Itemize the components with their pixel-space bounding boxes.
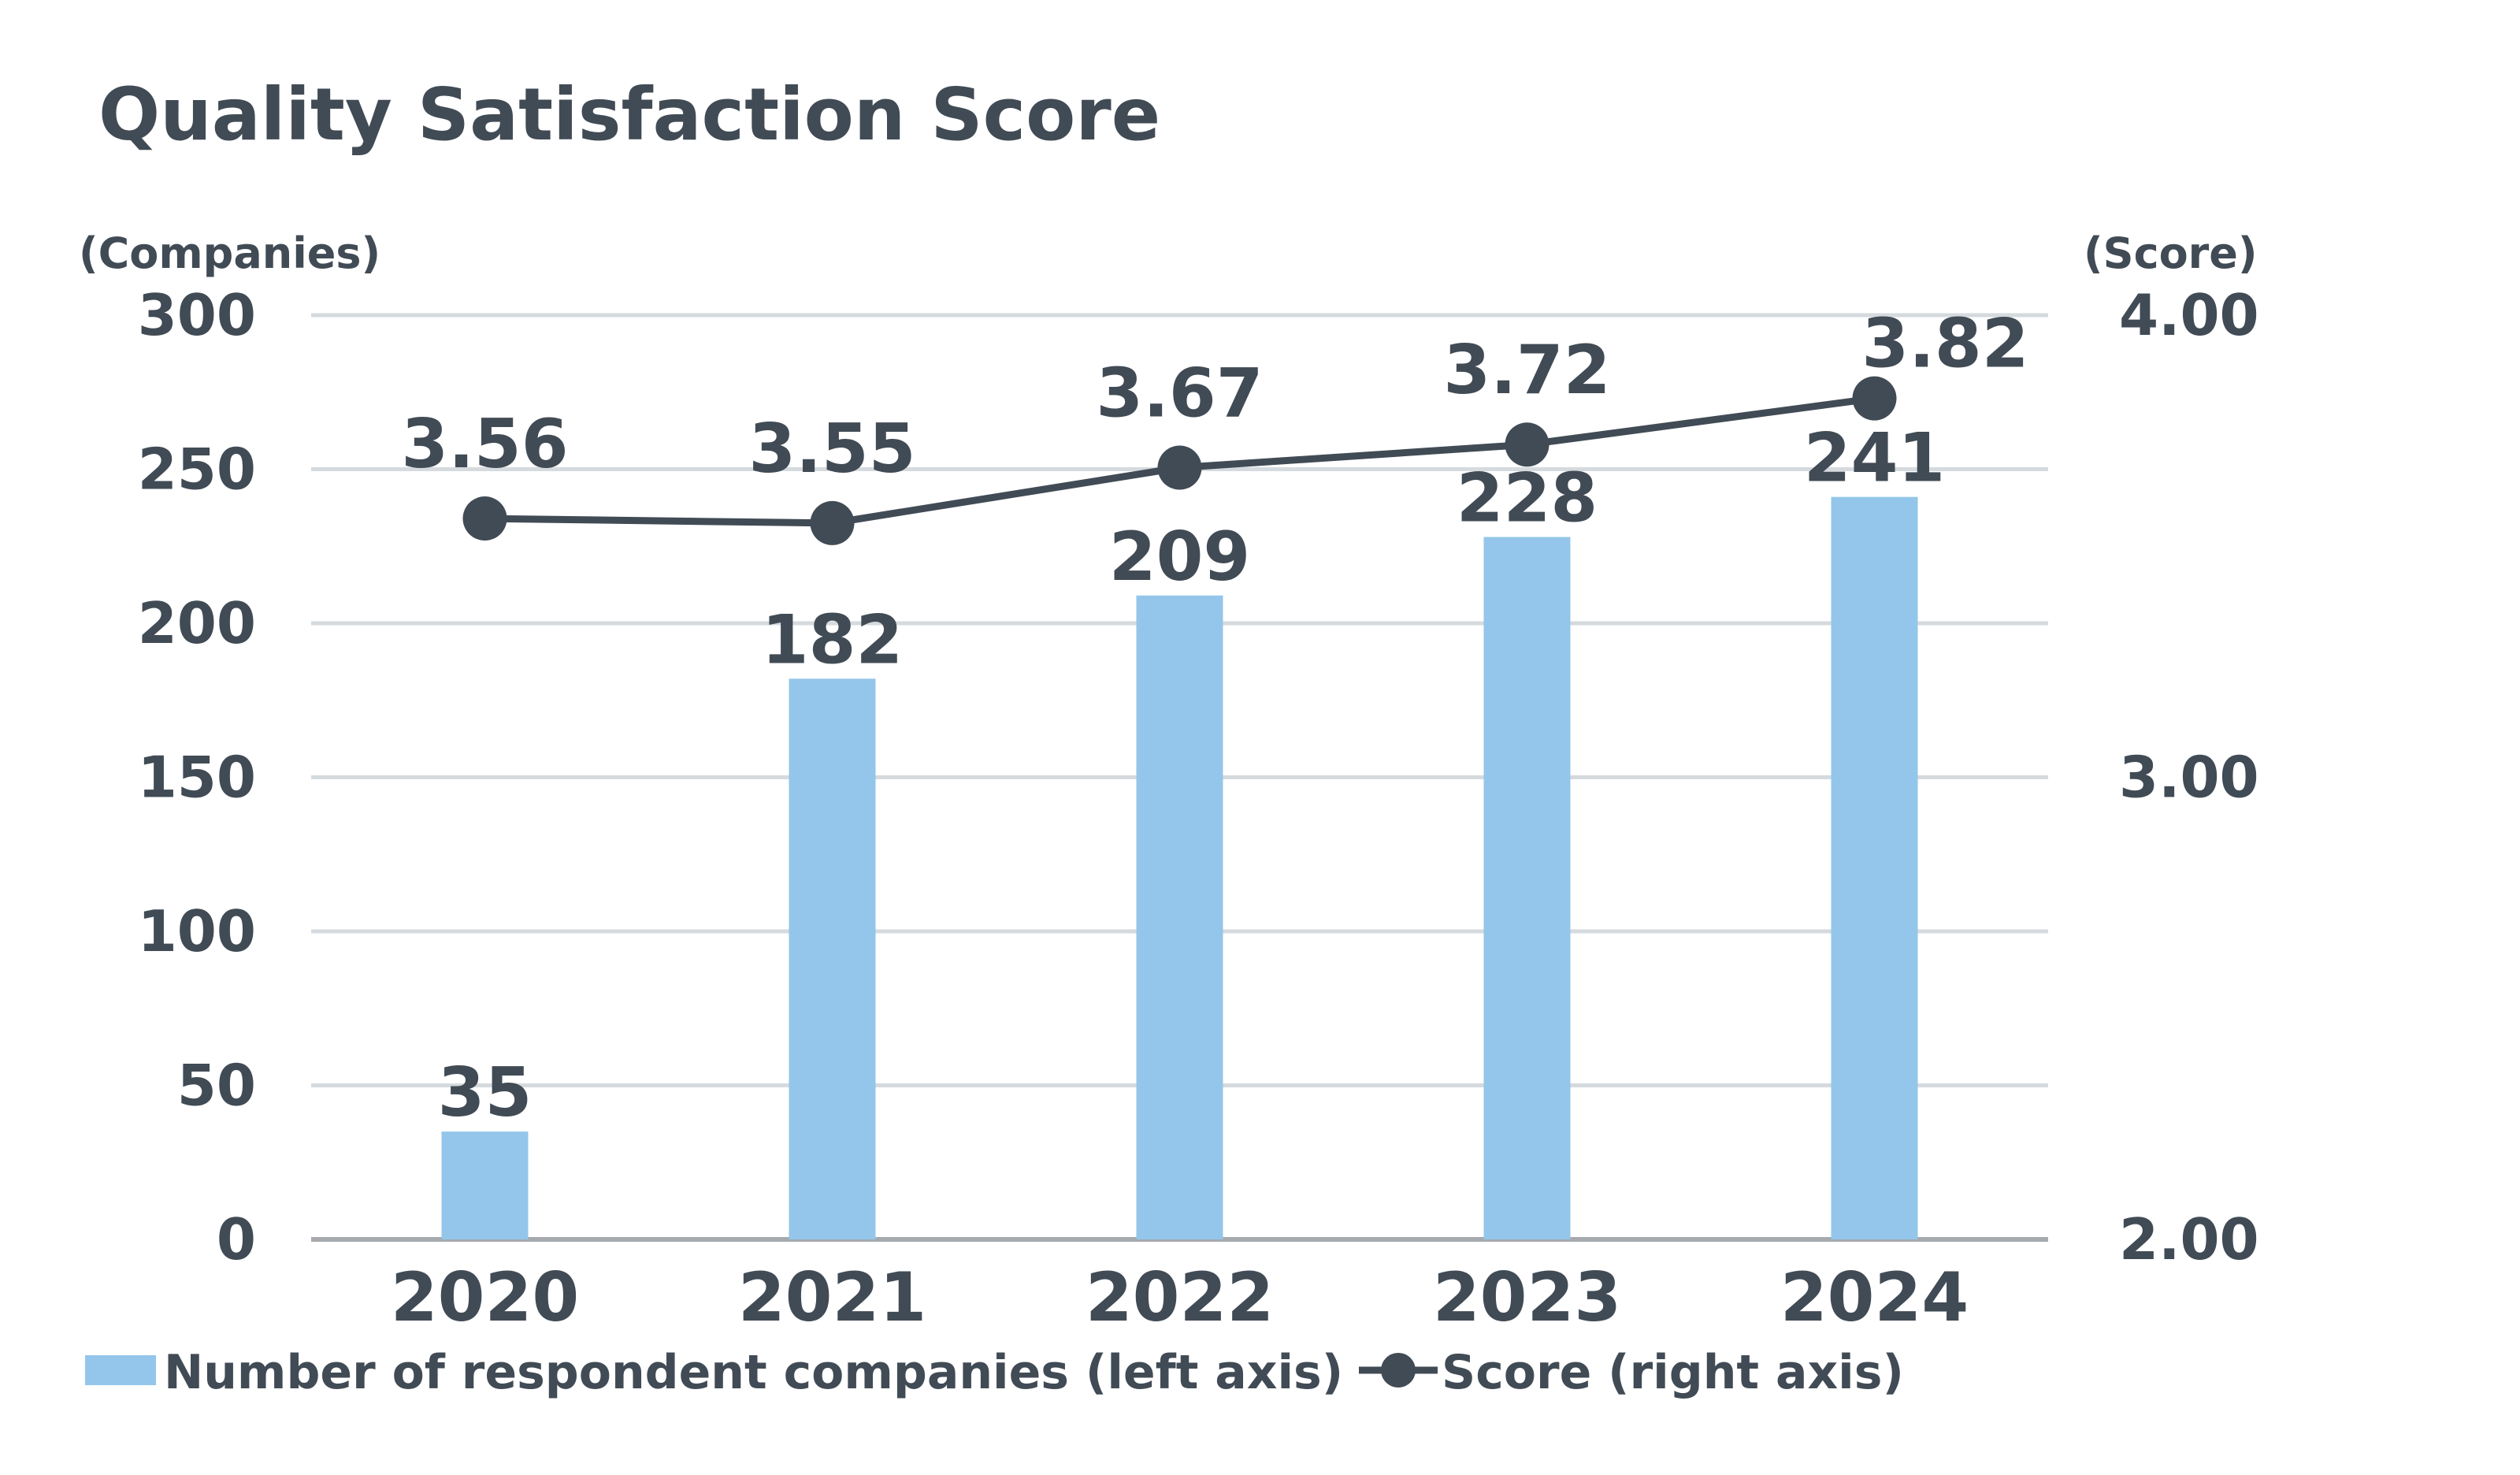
- right-tick-2.00: 2.00: [2119, 1206, 2259, 1273]
- legend-label-line: Score (right axis): [1442, 1345, 1904, 1400]
- bar-2023: [1483, 537, 1571, 1239]
- x-tick-2023: 2023: [1433, 1258, 1621, 1337]
- score-label-2021: 3.55: [748, 410, 915, 489]
- score-data-labels: 3.56 3.55 3.67 3.72 3.82: [401, 305, 2028, 489]
- bars: [441, 496, 1918, 1239]
- right-tick-4.00: 4.00: [2119, 282, 2259, 348]
- score-label-2024: 3.82: [1861, 305, 2028, 384]
- left-tick-150: 150: [138, 745, 256, 811]
- bar-label-2023: 228: [1457, 459, 1598, 538]
- score-point-2024: [1852, 376, 1897, 421]
- score-label-2023: 3.72: [1443, 331, 1610, 410]
- bar-2020: [441, 1131, 529, 1239]
- bar-label-2022: 209: [1109, 518, 1251, 596]
- legend-label-bars: Number of respondent companies (left axi…: [164, 1345, 1343, 1400]
- chart-title: Quality Satisfaction Score: [98, 72, 1160, 157]
- bar-2021: [789, 678, 876, 1239]
- bar-2024: [1831, 496, 1918, 1239]
- left-tick-200: 200: [138, 590, 256, 656]
- x-tick-2022: 2022: [1086, 1258, 1274, 1337]
- legend: Number of respondent companies (left axi…: [85, 1345, 1904, 1400]
- score-point-2021: [810, 500, 855, 545]
- x-tick-2021: 2021: [738, 1258, 926, 1337]
- x-tick-2024: 2024: [1780, 1258, 1969, 1337]
- x-axis-ticks: 2020 2021 2022 2023 2024: [391, 1258, 1969, 1337]
- right-axis-ticks: 2.00 3.00 4.00: [2119, 282, 2259, 1273]
- left-tick-0: 0: [217, 1206, 256, 1273]
- score-point-2020: [462, 496, 507, 541]
- x-tick-2020: 2020: [391, 1258, 579, 1337]
- bar-label-2020: 35: [438, 1053, 533, 1132]
- bar-label-2024: 241: [1804, 419, 1946, 498]
- left-axis-ticks: 0 50 100 150 200 250 300: [138, 282, 256, 1273]
- right-axis-unit-label: (Score): [2084, 228, 2258, 278]
- score-point-2023: [1505, 422, 1549, 467]
- bar-2022: [1136, 595, 1223, 1239]
- left-tick-100: 100: [138, 898, 256, 964]
- left-axis-unit-label: (Companies): [79, 228, 380, 278]
- score-label-2022: 3.67: [1096, 355, 1263, 433]
- score-line: [462, 376, 1897, 545]
- left-tick-250: 250: [138, 437, 256, 503]
- bar-label-2021: 182: [762, 600, 904, 679]
- score-label-2020: 3.56: [401, 405, 568, 484]
- legend-swatch-bars: [85, 1355, 156, 1385]
- bar-data-labels: 35 182 209 228 241: [438, 419, 1946, 1132]
- left-tick-50: 50: [177, 1053, 256, 1119]
- left-tick-300: 300: [138, 282, 256, 348]
- right-tick-3.00: 3.00: [2119, 745, 2259, 811]
- legend-swatch-marker: [1381, 1353, 1416, 1388]
- score-point-2022: [1157, 445, 1202, 490]
